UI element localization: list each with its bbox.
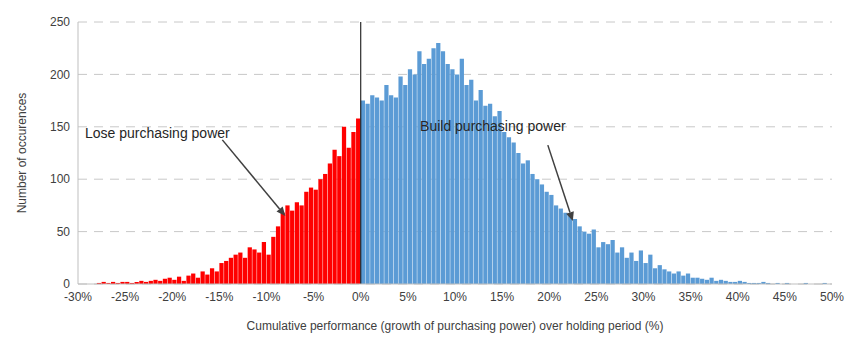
svg-text:50: 50 (57, 225, 71, 239)
svg-text:200: 200 (50, 68, 70, 82)
svg-text:Build purchasing power: Build purchasing power (420, 118, 566, 134)
svg-text:-30%: -30% (64, 290, 92, 304)
svg-text:45%: 45% (773, 290, 797, 304)
svg-text:0: 0 (63, 277, 70, 291)
svg-text:10%: 10% (443, 290, 467, 304)
svg-text:-15%: -15% (205, 290, 233, 304)
svg-text:-20%: -20% (158, 290, 186, 304)
svg-text:-10%: -10% (252, 290, 280, 304)
svg-text:Lose purchasing power: Lose purchasing power (85, 125, 230, 141)
svg-text:-25%: -25% (111, 290, 139, 304)
svg-text:40%: 40% (726, 290, 750, 304)
svg-text:Cumulative performance (growth: Cumulative performance (growth of purcha… (247, 319, 664, 333)
svg-text:25%: 25% (584, 290, 608, 304)
svg-text:50%: 50% (820, 290, 844, 304)
svg-text:0%: 0% (352, 290, 370, 304)
svg-text:35%: 35% (679, 290, 703, 304)
svg-text:250: 250 (50, 15, 70, 29)
svg-text:100: 100 (50, 172, 70, 186)
svg-text:20%: 20% (537, 290, 561, 304)
svg-text:30%: 30% (631, 290, 655, 304)
svg-text:-5%: -5% (303, 290, 325, 304)
svg-text:Number of occurences: Number of occurences (15, 93, 29, 214)
svg-text:15%: 15% (490, 290, 514, 304)
svg-text:5%: 5% (399, 290, 417, 304)
svg-text:150: 150 (50, 120, 70, 134)
